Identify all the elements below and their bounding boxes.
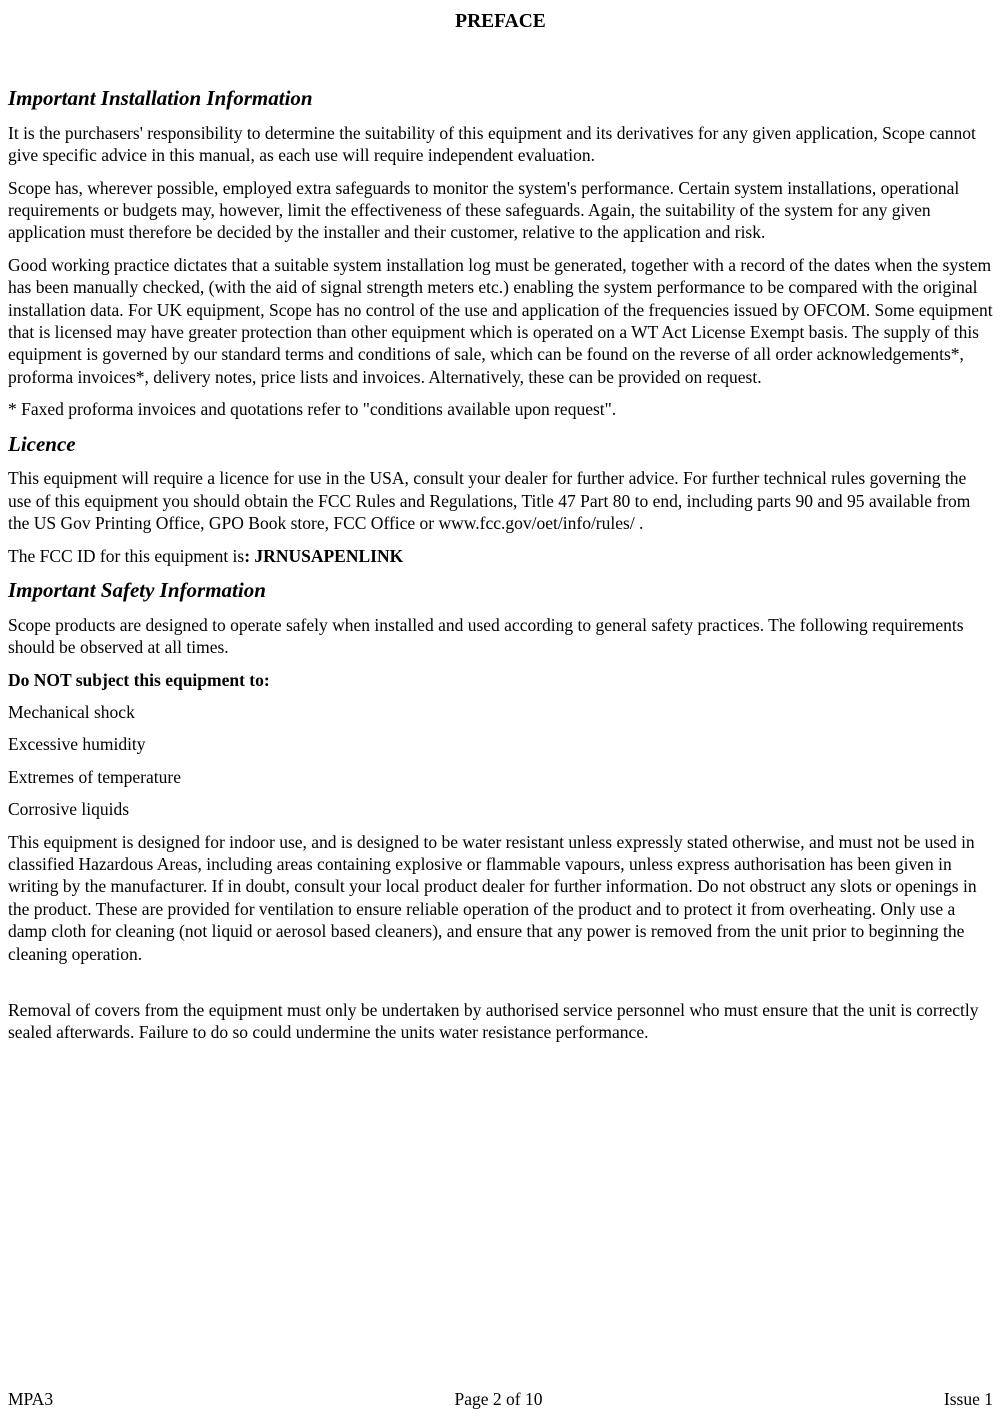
installation-footnote: * Faxed proforma invoices and quotations… bbox=[8, 398, 993, 420]
safety-p3: Removal of covers from the equipment mus… bbox=[8, 999, 993, 1044]
installation-p2: Scope has, wherever possible, employed e… bbox=[8, 177, 993, 244]
licence-heading: Licence bbox=[8, 431, 993, 458]
safety-p1: Scope products are designed to operate s… bbox=[8, 614, 993, 659]
hazard-item-corrosive: Corrosive liquids bbox=[8, 798, 993, 820]
fcc-id-line: The FCC ID for this equipment is: JRNUSA… bbox=[8, 545, 993, 567]
footer-center: Page 2 of 10 bbox=[455, 1388, 543, 1410]
do-not-heading: Do NOT subject this equipment to: bbox=[8, 669, 993, 691]
spacer bbox=[8, 975, 993, 999]
hazard-item-mechanical: Mechanical shock bbox=[8, 701, 993, 723]
page-footer: MPA3 Page 2 of 10 Issue 1 bbox=[8, 1388, 993, 1410]
safety-heading: Important Safety Information bbox=[8, 577, 993, 604]
licence-p1: This equipment will require a licence fo… bbox=[8, 467, 993, 534]
installation-heading: Important Installation Information bbox=[8, 85, 993, 112]
footer-left: MPA3 bbox=[8, 1388, 53, 1410]
page-title: PREFACE bbox=[8, 10, 993, 35]
hazard-item-temperature: Extremes of temperature bbox=[8, 766, 993, 788]
installation-p3: Good working practice dictates that a su… bbox=[8, 254, 993, 388]
fcc-id-value: : JRNUSAPENLINK bbox=[244, 546, 403, 566]
footer-right: Issue 1 bbox=[944, 1388, 993, 1410]
safety-p2: This equipment is designed for indoor us… bbox=[8, 831, 993, 965]
fcc-prefix: The FCC ID for this equipment is bbox=[8, 546, 244, 566]
hazard-item-humidity: Excessive humidity bbox=[8, 733, 993, 755]
installation-p1: It is the purchasers' responsibility to … bbox=[8, 122, 993, 167]
